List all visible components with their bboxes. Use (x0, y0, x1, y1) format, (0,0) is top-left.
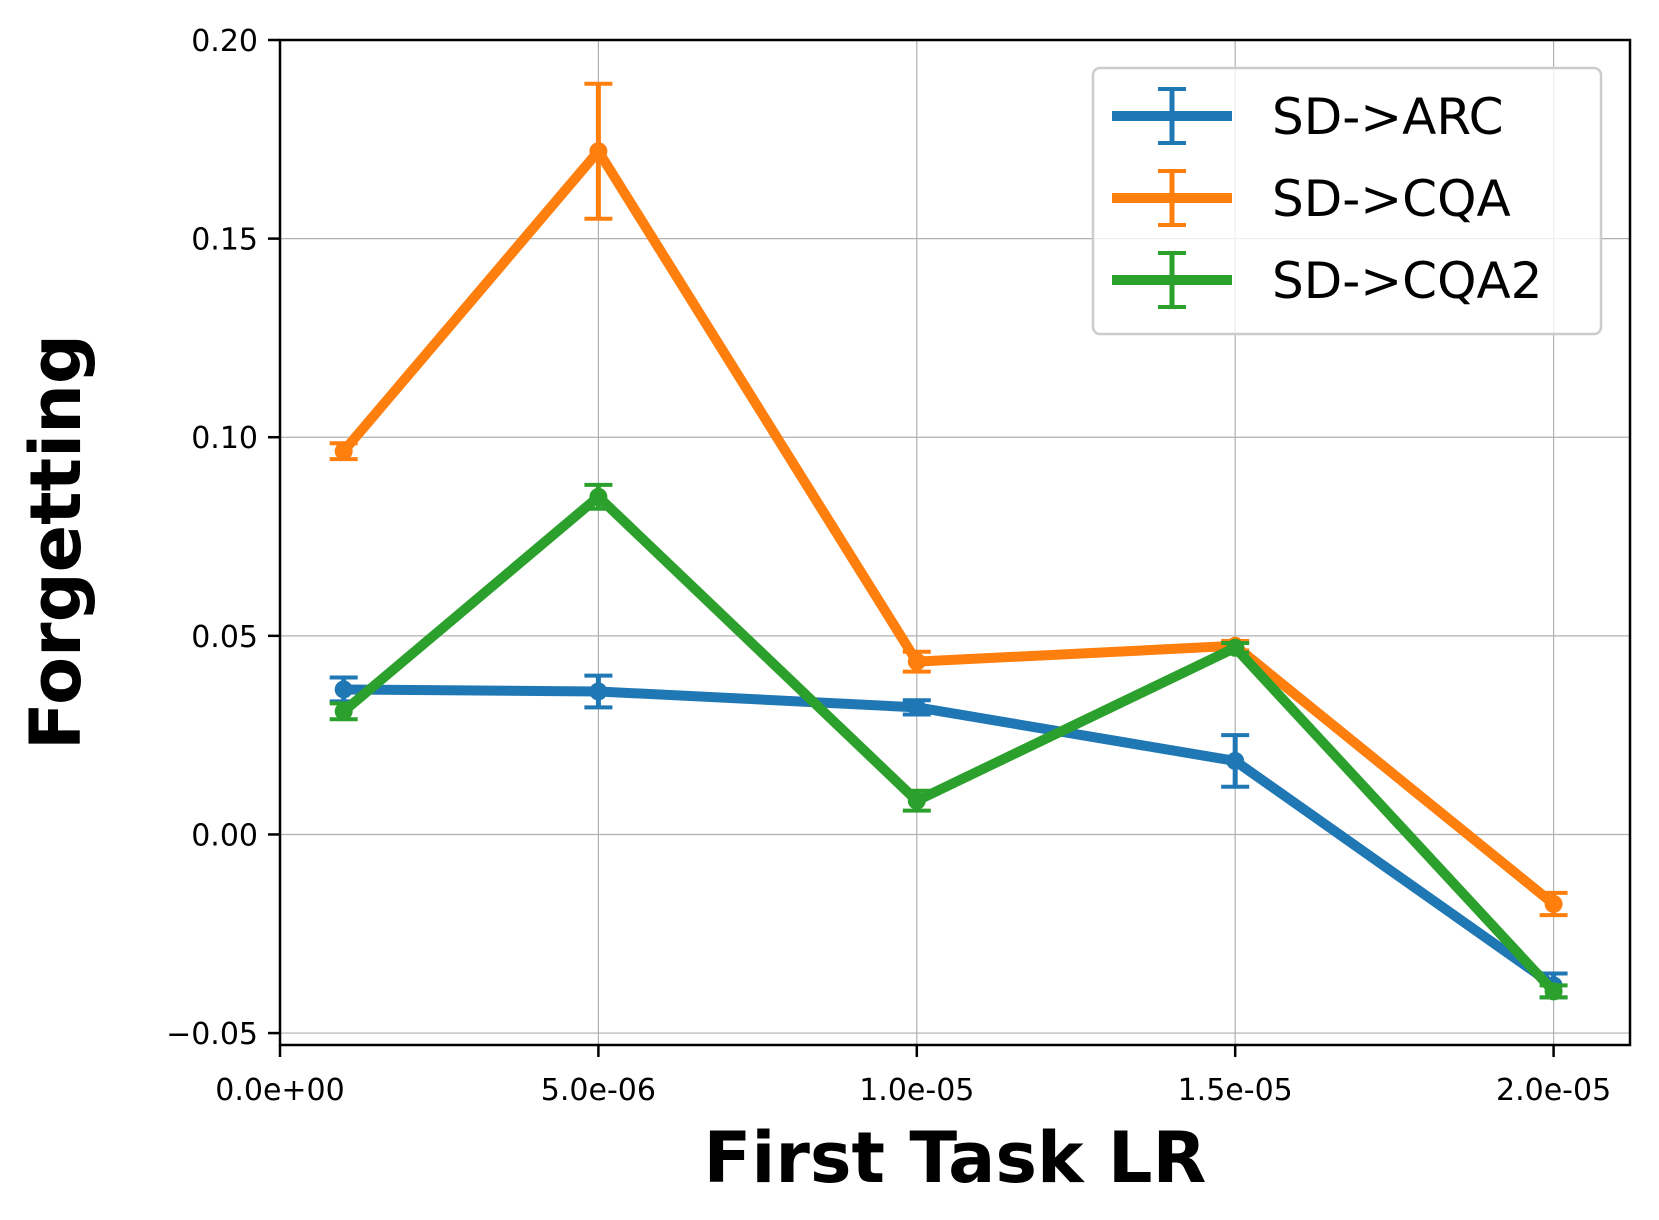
legend-item-0: SD->ARC (1112, 87, 1504, 146)
legend-box (1091, 66, 1603, 336)
y-tick-label-1: 0.15 (191, 223, 258, 258)
legend-items: SD->ARC SD->CQA SD->CQA2 (1112, 87, 1542, 310)
plot-frame (278, 38, 1632, 1047)
x-tick-label-1: 5.0e-06 (541, 1073, 656, 1108)
series-SD->CQA (329, 81, 1568, 918)
x-tick-label-4: 2.0e-05 (1496, 1073, 1611, 1108)
y-tick-label-2: 0.10 (191, 421, 258, 456)
data-point-0-3 (1226, 751, 1245, 770)
x-axis-title: First Task LR (704, 1117, 1207, 1199)
data-point-1-2 (907, 652, 926, 671)
data-point-1-0 (334, 442, 353, 461)
x-tick-label-3: 1.5e-05 (1178, 1073, 1293, 1108)
y-tick-label-4: 0.00 (191, 818, 258, 853)
y-axis-title: Forgetting (15, 334, 97, 750)
data-point-2-2 (907, 791, 926, 810)
legend-item-2: SD->CQA2 (1112, 251, 1542, 310)
x-tick-label-2: 1.0e-05 (859, 1073, 974, 1108)
legend-item-1: SD->CQA (1112, 169, 1511, 228)
axis-ticks: 0.0e+00 5.0e-06 1.0e-05 1.5e-05 2.0e-05 0.20 0… (166, 24, 1611, 1108)
data-point-0-1 (589, 682, 608, 701)
series-layer (329, 81, 1568, 1001)
series-SD->CQA2 (329, 482, 1568, 1001)
y-tick-label-0: 0.20 (191, 24, 258, 59)
data-point-2-4 (1544, 982, 1563, 1001)
legend-label-0: SD->ARC (1272, 88, 1504, 146)
data-point-0-2 (907, 698, 926, 717)
legend: SD->ARC SD->CQA SD->CQA2 (1091, 66, 1603, 336)
x-tick-label-0: 0.0e+00 (215, 1073, 344, 1108)
legend-label-2: SD->CQA2 (1272, 252, 1542, 310)
data-point-1-1 (589, 142, 608, 161)
data-point-1-4 (1544, 894, 1563, 913)
legend-label-1: SD->CQA (1272, 170, 1511, 228)
y-tick-label-5: −0.05 (166, 1017, 258, 1052)
y-tick-label-3: 0.05 (191, 620, 258, 655)
data-point-2-3 (1226, 638, 1245, 657)
data-point-2-0 (334, 702, 353, 721)
data-point-2-1 (589, 487, 608, 506)
data-point-0-0 (334, 680, 353, 699)
